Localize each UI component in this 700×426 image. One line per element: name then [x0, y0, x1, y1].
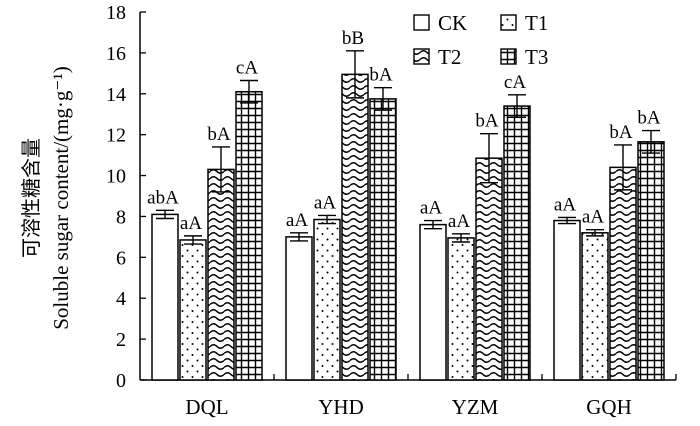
- y-tick-label: 6: [116, 247, 126, 269]
- y-tick-label: 8: [116, 206, 126, 228]
- legend-swatch: [500, 48, 517, 65]
- bar: [581, 232, 609, 381]
- y-tick-label: 0: [116, 370, 126, 392]
- bar: [235, 90, 263, 381]
- significance-label: bB: [342, 28, 364, 49]
- bar: [553, 219, 581, 381]
- significance-label: aA: [180, 213, 202, 234]
- significance-label: bA: [609, 122, 633, 143]
- y-tick-label: 18: [106, 2, 126, 24]
- bar: [285, 236, 313, 381]
- bar: [475, 157, 503, 381]
- significance-label: cA: [236, 57, 258, 78]
- significance-label: bA: [637, 108, 661, 129]
- y-tick-label: 16: [106, 43, 126, 65]
- bar: [151, 213, 179, 381]
- bar: [341, 73, 369, 381]
- legend-swatch: [413, 48, 430, 65]
- significance-label: aA: [582, 207, 604, 228]
- bar: [637, 141, 665, 381]
- x-category-label: GQH: [586, 395, 632, 419]
- legend-label: T2: [438, 45, 461, 69]
- y-tick-label: 14: [106, 84, 126, 106]
- significance-label: aA: [420, 198, 442, 219]
- significance-label: aA: [554, 194, 576, 215]
- legend-label: T3: [525, 45, 548, 69]
- significance-label: aA: [286, 210, 308, 231]
- y-tick-label: 2: [116, 329, 126, 351]
- significance-label: abA: [147, 187, 179, 208]
- legend-swatch: [413, 14, 430, 31]
- bar: [419, 223, 447, 381]
- y-tick-label: 4: [116, 288, 126, 310]
- x-category-label: YZM: [452, 395, 499, 419]
- significance-label: bA: [369, 65, 393, 86]
- bar: [447, 237, 475, 381]
- bar: [313, 218, 341, 381]
- significance-label: bA: [475, 111, 499, 132]
- x-category-label: YHD: [318, 395, 364, 419]
- bar: [179, 239, 207, 381]
- bar: [609, 166, 637, 381]
- legend-label: CK: [438, 11, 467, 35]
- significance-label: cA: [504, 72, 526, 93]
- bar: [503, 105, 531, 381]
- bar: [369, 98, 397, 381]
- x-category-label: DQL: [185, 395, 228, 419]
- significance-label: aA: [448, 211, 470, 232]
- legend-swatch: [500, 14, 517, 31]
- significance-label: aA: [314, 192, 336, 213]
- significance-label: bA: [207, 124, 231, 145]
- y-tick-label: 10: [106, 166, 126, 188]
- y-tick-label: 12: [106, 125, 126, 147]
- legend-label: T1: [525, 11, 548, 35]
- bar: [207, 168, 235, 381]
